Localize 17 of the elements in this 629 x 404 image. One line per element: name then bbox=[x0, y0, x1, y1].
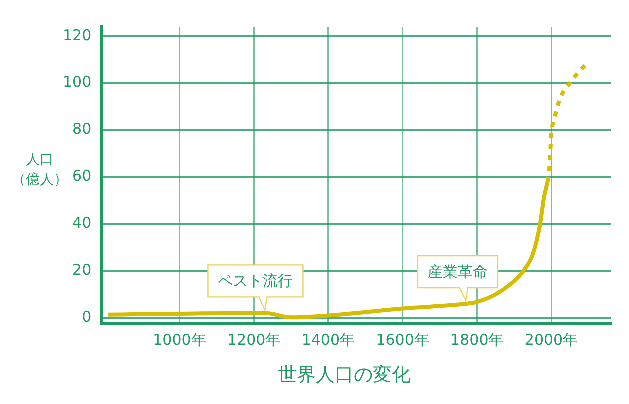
text: 世界人口の変化 bbox=[277, 363, 412, 388]
y-tick-label: 0 bbox=[82, 308, 92, 326]
y-tick-label: 60 bbox=[72, 167, 92, 186]
y-tick-label: 120 bbox=[62, 26, 92, 44]
y-tick-label: 80 bbox=[72, 120, 92, 138]
annotation: 産業革命 bbox=[428, 262, 488, 281]
y-axis-title: 人口（億人） bbox=[12, 151, 68, 190]
x-tick-label: 1800年 bbox=[450, 330, 504, 349]
x-tick-label: 1000年 bbox=[153, 330, 206, 349]
x-tick-label: 1600年 bbox=[376, 330, 430, 349]
y-tick-label: 20 bbox=[72, 261, 92, 280]
annotation: ペスト流行 bbox=[218, 272, 294, 290]
y-tick-label: 100 bbox=[62, 73, 92, 92]
x-tick-label: 1400年 bbox=[302, 330, 356, 349]
y-tick-label: 40 bbox=[72, 214, 92, 232]
x-tick-label: 1200年 bbox=[227, 330, 281, 349]
x-tick-label: 2000年 bbox=[524, 330, 578, 349]
